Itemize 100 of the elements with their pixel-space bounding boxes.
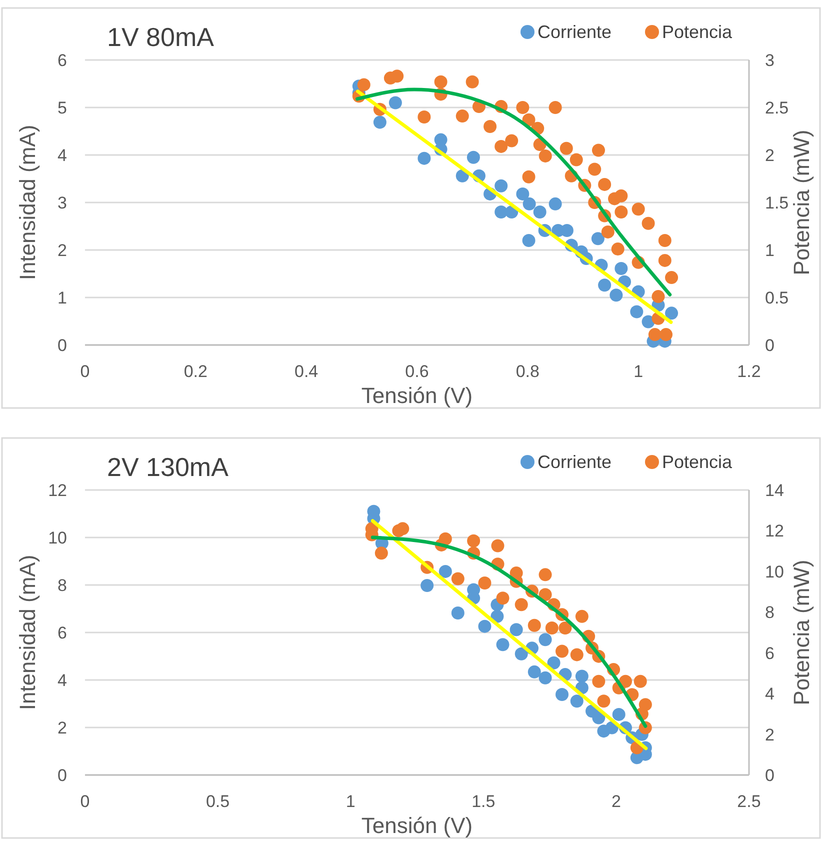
point bbox=[614, 262, 628, 276]
point bbox=[548, 101, 562, 114]
y-tick-label: 2 bbox=[58, 718, 67, 738]
y-axis-title: Intensidad (mA) bbox=[15, 554, 40, 710]
y2-tick-label: 0 bbox=[765, 336, 774, 355]
point bbox=[496, 592, 510, 605]
point bbox=[522, 197, 536, 210]
point bbox=[592, 711, 606, 724]
point bbox=[575, 670, 588, 683]
point bbox=[516, 101, 530, 114]
x-tick-label: 1.2 bbox=[737, 362, 761, 381]
point bbox=[514, 647, 528, 660]
point bbox=[522, 234, 536, 247]
point bbox=[614, 206, 628, 218]
point bbox=[418, 152, 431, 165]
point bbox=[451, 606, 464, 620]
point bbox=[642, 216, 655, 230]
y-tick-label: 5 bbox=[58, 98, 67, 118]
legend-label: Potencia bbox=[662, 452, 734, 472]
x-tick-label: 0.8 bbox=[516, 362, 540, 381]
point bbox=[618, 674, 632, 688]
point bbox=[484, 120, 497, 133]
point bbox=[547, 656, 560, 670]
point bbox=[478, 576, 492, 590]
x-axis-title: Tensión (V) bbox=[361, 383, 473, 408]
point bbox=[558, 622, 572, 635]
point bbox=[538, 671, 552, 684]
point bbox=[658, 254, 672, 267]
point bbox=[597, 694, 610, 708]
point bbox=[528, 665, 541, 678]
point bbox=[466, 75, 479, 88]
point bbox=[634, 674, 647, 688]
y2-tick-label: 0 bbox=[765, 766, 774, 785]
point bbox=[494, 179, 508, 192]
chart-title: 1V 80mA bbox=[107, 22, 215, 52]
point bbox=[496, 638, 510, 652]
y-tick-label: 1 bbox=[58, 288, 67, 308]
point bbox=[438, 564, 452, 578]
x-tick-label: 1.5 bbox=[472, 792, 496, 811]
x-tick-label: 1 bbox=[346, 792, 356, 811]
point bbox=[491, 539, 504, 552]
point bbox=[538, 149, 552, 162]
point bbox=[660, 328, 672, 342]
y-tick-label: 6 bbox=[58, 51, 67, 70]
point bbox=[601, 225, 614, 238]
point bbox=[610, 288, 623, 302]
y2-tick-label: 10 bbox=[765, 562, 784, 582]
y-tick-label: 3 bbox=[58, 194, 67, 212]
y2-tick-label: 2 bbox=[765, 146, 774, 165]
legend-label: Corriente bbox=[538, 22, 612, 42]
point bbox=[420, 578, 434, 592]
y2-tick-label: 1 bbox=[765, 241, 774, 260]
point bbox=[505, 134, 518, 148]
point bbox=[632, 202, 645, 216]
x-tick-label: 0.5 bbox=[206, 792, 230, 811]
point bbox=[592, 674, 606, 688]
y2-tick-label: 14 bbox=[765, 481, 784, 500]
point bbox=[570, 694, 584, 708]
point bbox=[538, 633, 552, 646]
legend-label: Corriente bbox=[538, 452, 612, 472]
y-tick-label: 4 bbox=[58, 671, 67, 690]
point bbox=[456, 110, 469, 123]
point bbox=[570, 153, 583, 166]
point bbox=[665, 271, 678, 284]
y2-tick-label: 2.5 bbox=[765, 98, 789, 118]
y2-tick-label: 1.5 bbox=[765, 194, 789, 212]
point bbox=[545, 622, 558, 635]
point bbox=[388, 96, 402, 110]
point bbox=[665, 306, 678, 320]
point bbox=[588, 162, 602, 176]
x-tick-label: 0 bbox=[80, 362, 90, 381]
legend-label: Potencia bbox=[662, 22, 734, 42]
point bbox=[658, 234, 672, 247]
x-tick-label: 0 bbox=[80, 792, 90, 811]
x-tick-label: 1 bbox=[634, 362, 644, 381]
y2-tick-label: 6 bbox=[765, 644, 774, 663]
point bbox=[418, 110, 431, 124]
y2-axis-title: Potencia (mW) bbox=[789, 130, 814, 276]
point bbox=[357, 78, 370, 92]
point bbox=[494, 140, 508, 153]
point bbox=[612, 708, 626, 721]
point bbox=[396, 522, 410, 536]
point bbox=[538, 568, 552, 582]
y-axis-title: Intensidad (mA) bbox=[15, 124, 40, 280]
point bbox=[522, 170, 536, 184]
y2-tick-label: 2 bbox=[765, 725, 774, 744]
y2-tick-label: 0.5 bbox=[765, 288, 789, 308]
point bbox=[514, 598, 528, 612]
point bbox=[630, 305, 644, 318]
y2-tick-label: 12 bbox=[765, 522, 784, 541]
x-tick-label: 0.2 bbox=[184, 362, 208, 381]
point bbox=[374, 546, 388, 560]
x-tick-label: 2 bbox=[611, 792, 621, 811]
point bbox=[533, 206, 546, 218]
point bbox=[478, 620, 492, 633]
y-tick-label: 0 bbox=[58, 336, 67, 355]
point bbox=[598, 278, 612, 292]
y-tick-label: 6 bbox=[58, 624, 67, 642]
point bbox=[451, 572, 464, 586]
point bbox=[556, 644, 569, 658]
